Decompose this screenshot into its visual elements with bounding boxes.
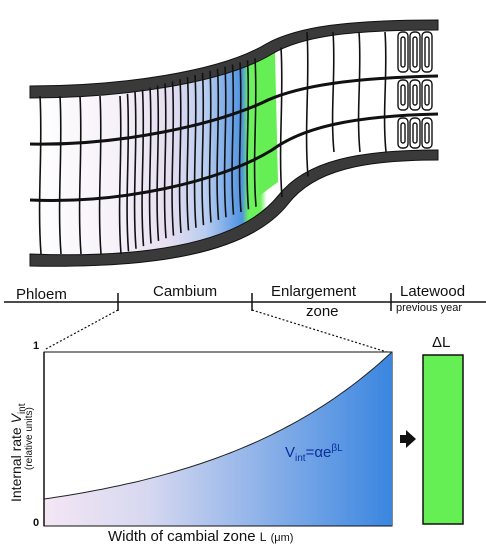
zone-label-previous-year: previous year	[396, 302, 463, 314]
cell-wall	[171, 81, 175, 236]
latewood-cell-lumen	[400, 84, 406, 106]
zone-label-latewood: Latewood	[400, 283, 466, 300]
cell-wall	[178, 79, 182, 234]
zoom-lines	[43, 309, 391, 354]
cell-wall	[186, 77, 190, 231]
latewood-cell-lumen	[424, 122, 430, 144]
y-tick-top: 1	[33, 340, 40, 352]
rate-curve-area	[44, 352, 392, 526]
cell-wall	[383, 31, 387, 153]
cell-row-lines	[29, 74, 439, 202]
x-axis-label-main: Width of cambial zone	[108, 528, 256, 545]
formula-lhs: V	[285, 444, 296, 461]
x-axis-label-unit: (μm)	[270, 532, 294, 544]
latewood-cell-lumen	[412, 122, 418, 144]
cell-wall	[141, 89, 145, 247]
bark-bottom	[29, 149, 439, 267]
latewood-cell-lumen	[400, 36, 406, 68]
y-axis-label-var: V	[8, 414, 24, 424]
y-tick-bottom: 0	[33, 517, 40, 529]
x-axis-label: Width of cambial zone L (μm)	[108, 528, 293, 545]
cell-walls	[38, 31, 387, 255]
cell-wall	[163, 83, 167, 239]
cell-wall	[331, 31, 335, 153]
zone-label-enlargement-zone: zone	[306, 303, 339, 320]
cell-wall	[58, 95, 62, 255]
cell-wall	[193, 74, 197, 228]
cell-wall	[231, 64, 235, 215]
latewood-cell-lumen	[424, 84, 430, 106]
cell-wall	[246, 60, 250, 210]
enlargement-stripe	[257, 52, 278, 196]
bark-top	[29, 19, 439, 99]
delta-l-label: ΔL	[432, 334, 451, 351]
delta-l-box	[422, 354, 464, 525]
rate-formula: Vint=αeβL	[285, 443, 343, 464]
cell-wall	[126, 93, 130, 252]
formula-lhs-sub: int	[295, 453, 306, 464]
tissue-section	[29, 19, 439, 267]
cell-wall	[156, 85, 160, 241]
cell-wall	[78, 95, 82, 255]
cell-wall	[357, 31, 361, 153]
cell-wall	[201, 72, 205, 226]
cell-wall	[38, 95, 42, 255]
cell-wall	[98, 95, 102, 255]
zone-label-phloem: Phloem	[16, 286, 67, 303]
formula-eq: =αe	[305, 444, 332, 461]
zone-label-cambium: Cambium	[153, 283, 218, 300]
y-axis-label-main: Internal rate	[8, 427, 24, 502]
latewood-cell-lumen	[412, 36, 418, 68]
latewood-cells	[397, 31, 433, 149]
cell-wall	[133, 91, 137, 249]
latewood-cell-lumen	[424, 36, 430, 68]
cell-wall	[253, 58, 257, 207]
formula-exp: βL	[331, 443, 343, 454]
latewood-cell-lumen	[400, 122, 406, 144]
arrow-icon	[400, 430, 416, 448]
cell-wall	[305, 31, 309, 177]
cell-wall	[279, 47, 283, 198]
x-axis-label-var: L	[259, 530, 267, 544]
cell-wall	[238, 62, 242, 213]
cell-wall	[118, 95, 122, 255]
zone-axis	[4, 293, 486, 311]
y-axis-label-sub: (relative units)	[24, 407, 35, 470]
cell-wall	[216, 68, 220, 220]
cell-wall	[208, 70, 212, 223]
rate-curve	[43, 351, 393, 500]
latewood-cell-lumen	[412, 84, 418, 106]
cell-wall	[223, 66, 227, 218]
cell-wall	[148, 87, 152, 244]
zone-label-enlargement: Enlargement	[271, 283, 357, 300]
rate-plot	[43, 351, 393, 527]
